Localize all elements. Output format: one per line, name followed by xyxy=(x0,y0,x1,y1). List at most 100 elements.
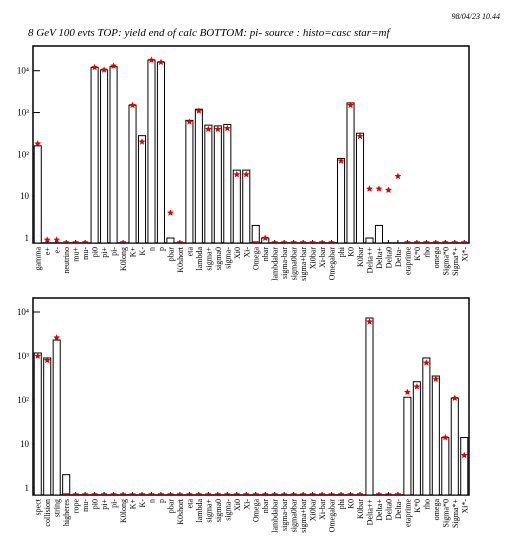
x-tick-label: K+ xyxy=(129,499,138,510)
x-tick-label: sigma0bar xyxy=(290,247,299,281)
x-tick-label: Delta+ xyxy=(375,247,384,269)
bar xyxy=(346,102,355,244)
x-tick-label: mu+ xyxy=(72,247,81,262)
star-marker xyxy=(138,138,146,145)
star-marker xyxy=(337,157,345,164)
y-tick-label: 10² xyxy=(17,395,29,405)
star-marker xyxy=(413,383,421,390)
star-marker xyxy=(347,101,354,109)
star-marker xyxy=(356,132,364,140)
star-marker xyxy=(34,140,42,147)
bar xyxy=(213,125,222,244)
x-tick-label: rho xyxy=(422,499,431,510)
x-tick-label: sigma+ xyxy=(204,247,213,271)
x-tick-label: K0 xyxy=(347,247,356,257)
x-tick-label: Delta- xyxy=(394,499,403,519)
x-tick-label: K0bar xyxy=(356,499,365,519)
x-tick-label: Xi0 xyxy=(233,499,242,511)
star-marker xyxy=(34,352,42,359)
x-tick-label: nbar xyxy=(261,247,270,262)
bar xyxy=(450,397,459,496)
x-tick-label: p xyxy=(157,499,166,503)
x-tick-label: pbar xyxy=(166,499,175,514)
bar xyxy=(460,437,469,496)
y-tick-label: 10 xyxy=(20,191,30,201)
x-tick-label: sigma+bar xyxy=(299,499,308,533)
x-tick-label: K0 xyxy=(347,499,356,509)
x-tick-label: e+ xyxy=(43,247,52,256)
x-tick-label: Xi0bar xyxy=(309,247,318,270)
x-tick-label: Omega xyxy=(252,247,261,271)
x-tick-label: Delta++ xyxy=(365,499,374,526)
bar xyxy=(441,437,450,496)
bar xyxy=(100,69,109,244)
star-marker xyxy=(91,63,98,71)
x-tick-label: Delta0 xyxy=(384,499,393,520)
x-tick-label: Delta- xyxy=(394,247,403,267)
y-tick-label: 10³ xyxy=(17,351,29,361)
y-tick-label: 1 xyxy=(25,483,30,493)
star-marker xyxy=(214,125,222,133)
x-tick-label: etaprime xyxy=(403,499,412,527)
star-marker xyxy=(394,172,402,180)
bar xyxy=(374,224,383,244)
x-tick-label: mu- xyxy=(81,247,90,260)
y-tick-label: 10 xyxy=(20,439,30,449)
x-tick-label: rope xyxy=(72,499,81,514)
star-marker xyxy=(366,185,373,192)
chart-title: 8 GeV 100 evts TOP: yield end of calc BO… xyxy=(28,27,391,39)
bar xyxy=(52,339,61,496)
star-marker xyxy=(460,451,468,459)
x-tick-label: etaprime xyxy=(403,247,412,275)
x-tick-label: sigma0 xyxy=(214,247,223,270)
x-tick-label: phi xyxy=(337,246,346,257)
x-tick-label: Xi*- xyxy=(460,499,469,514)
star-marker xyxy=(43,356,51,364)
x-tick-label: eta xyxy=(185,499,194,509)
x-tick-label: Xi- xyxy=(242,247,251,258)
star-marker xyxy=(375,185,383,192)
x-tick-label: K0short xyxy=(176,246,185,273)
x-tick-label: pi0 xyxy=(91,499,100,509)
star-marker xyxy=(157,58,165,66)
y-tick-label: 10³ xyxy=(17,108,29,118)
x-tick-label: Xi*- xyxy=(460,247,469,262)
x-tick-label: sigma- xyxy=(223,247,232,269)
bar xyxy=(137,135,147,244)
bar xyxy=(62,474,71,496)
star-marker xyxy=(233,170,241,178)
x-tick-label: Sigma*0 xyxy=(441,499,450,527)
star-marker xyxy=(404,388,411,396)
x-tick-label: lambda xyxy=(195,247,204,271)
bar xyxy=(33,352,42,496)
bar xyxy=(128,104,137,244)
x-tick-label: Xi- xyxy=(242,499,251,510)
x-tick-label: lambdabar xyxy=(271,247,280,281)
bar xyxy=(412,381,421,496)
x-tick-label: K0bar xyxy=(356,247,365,267)
x-tick-label: sigma0 xyxy=(214,499,223,522)
bar xyxy=(90,66,99,244)
x-tick-label: string xyxy=(53,499,62,517)
bar xyxy=(251,224,260,244)
star-marker xyxy=(129,101,136,109)
x-tick-label: K- xyxy=(138,499,147,508)
plot-frame xyxy=(32,297,470,496)
x-tick-label: Sigma*+ xyxy=(451,499,460,528)
x-tick-label: pi- xyxy=(110,247,119,256)
bar xyxy=(403,396,412,496)
star-marker xyxy=(422,359,430,366)
star-marker xyxy=(53,334,61,341)
star-marker xyxy=(366,318,373,325)
bar xyxy=(185,119,194,244)
bar xyxy=(365,317,374,496)
star-marker xyxy=(261,234,269,241)
x-tick-label: K0long xyxy=(119,499,128,523)
x-tick-label: Xi-bar xyxy=(318,247,327,268)
x-tick-label: rho xyxy=(422,247,431,258)
star-marker xyxy=(195,107,203,114)
x-tick-label: K*0 xyxy=(413,247,422,261)
x-tick-label: pi- xyxy=(110,499,119,508)
x-tick-label: spect xyxy=(34,498,43,515)
